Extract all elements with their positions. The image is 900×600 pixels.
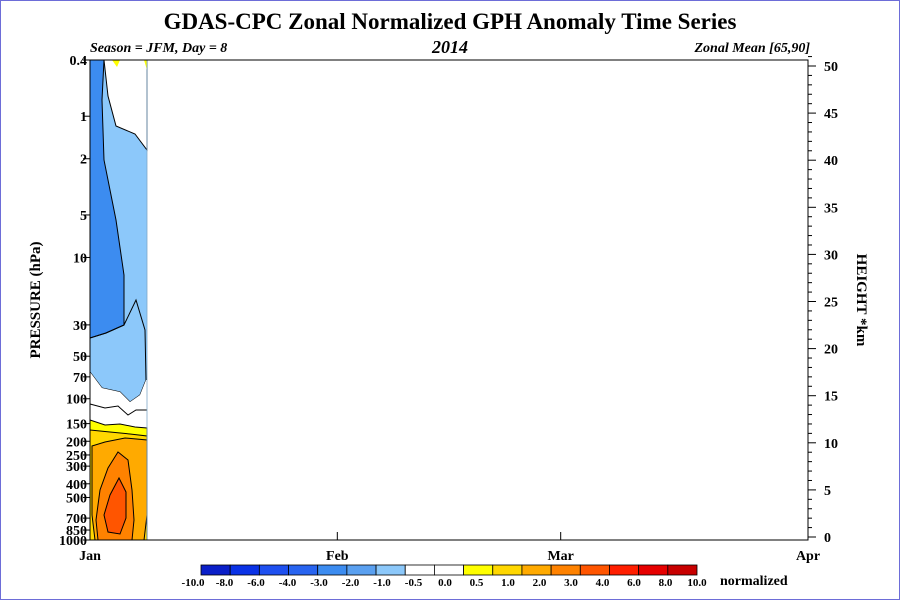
colorbar-swatch (229, 564, 260, 576)
pressure-tick-label: 0.4 (70, 54, 88, 69)
pressure-tick-label: 150 (66, 418, 87, 433)
colorbar-label: 0.0 (438, 577, 452, 589)
height-tick-label: 5 (824, 484, 831, 499)
height-tick-label: 50 (824, 60, 838, 75)
y-axis-label-left: PRESSURE (hPa) (28, 241, 44, 358)
month-tick-label: Feb (326, 549, 349, 564)
pressure-tick-label: 250 (66, 449, 87, 464)
colorbar-swatch (258, 564, 289, 576)
colorbar-swatch (434, 564, 464, 576)
pressure-tick-label: 400 (66, 478, 87, 493)
colorbar-label: -0.5 (405, 577, 423, 589)
month-tick-label: Mar (547, 549, 573, 564)
colorbar-swatch (200, 564, 231, 576)
plot-area (89, 59, 809, 541)
colorbar-swatch (638, 564, 669, 576)
pressure-tick-label: 2 (80, 153, 87, 168)
colorbar-label: 10.0 (687, 577, 707, 589)
colorbar: -10.0 -8.0 -6.0 -4.0 -3.0 -2.0 -1.0 -0.5 0.0 0.5 1… (182, 564, 707, 589)
chart-title: GDAS-CPC Zonal Normalized GPH Anomaly Ti… (164, 9, 737, 34)
pressure-tick-label: 500 (66, 491, 87, 506)
pressure-tick-label: 100 (66, 393, 87, 408)
month-tick-label: Jan (79, 549, 101, 564)
height-tick-label: 25 (824, 296, 838, 311)
colorbar-swatch (579, 564, 610, 576)
height-tick-label: 20 (824, 343, 838, 358)
subtitle-right: Zonal Mean [65,90] (694, 41, 811, 56)
anomaly-field (89, 59, 148, 541)
colorbar-label: 8.0 (659, 577, 673, 589)
colorbar-label: 4.0 (596, 577, 610, 589)
colorbar-label: 3.0 (564, 577, 578, 589)
subtitle-left: Season = JFM, Day = 8 (90, 41, 227, 56)
height-tick-label: 40 (824, 154, 838, 169)
pressure-tick-label: 1 (80, 110, 87, 125)
height-tick-label: 45 (824, 107, 838, 122)
height-axis: 0 5 10 15 20 25 30 35 40 45 50 (808, 56, 838, 546)
colorbar-swatch (463, 564, 494, 576)
height-tick-label: 0 (824, 531, 831, 546)
pressure-tick-label: 1000 (59, 534, 87, 549)
colorbar-label: 6.0 (627, 577, 641, 589)
colorbar-label: 2.0 (533, 577, 547, 589)
pressure-tick-label: 850 (66, 524, 87, 539)
colorbar-swatch (492, 564, 523, 576)
pressure-tick-label: 50 (73, 350, 87, 365)
pressure-tick-label: 5 (80, 209, 87, 224)
colorbar-label: -1.0 (373, 577, 391, 589)
colorbar-label: -6.0 (247, 577, 265, 589)
colorbar-label: -2.0 (342, 577, 360, 589)
colorbar-swatch (375, 564, 406, 576)
pressure-tick-label: 200 (66, 435, 87, 450)
colorbar-label: 1.0 (501, 577, 515, 589)
height-tick-label: 35 (824, 201, 838, 216)
contour-zero (89, 403, 147, 416)
month-tick-label: Apr (796, 549, 820, 564)
colorbar-swatch (404, 564, 435, 576)
colorbar-unit: normalized (720, 574, 788, 589)
colorbar-label: -3.0 (310, 577, 328, 589)
subtitle-year: 2014 (431, 37, 468, 57)
colorbar-swatch (346, 564, 377, 576)
band-plus-4.0 (103, 476, 127, 535)
time-axis: Jan Feb Mar Apr (79, 532, 820, 564)
colorbar-label: -8.0 (216, 577, 234, 589)
band-plus-0.5-top (112, 60, 120, 67)
colorbar-swatch (521, 564, 552, 576)
pressure-tick-label: 70 (73, 371, 87, 386)
pressure-tick-label: 30 (73, 319, 87, 334)
colorbar-swatch (667, 564, 698, 576)
colorbar-swatch (609, 564, 640, 576)
pressure-tick-label: 300 (66, 460, 87, 475)
colorbar-swatch (317, 564, 348, 576)
pressure-tick-label: 10 (73, 251, 87, 266)
pressure-tick-label: 700 (66, 512, 87, 527)
height-tick-label: 10 (824, 437, 838, 452)
height-tick-label: 15 (824, 390, 838, 405)
height-tick-label: 30 (824, 248, 838, 263)
colorbar-swatch (288, 564, 319, 576)
band-zero-mid (90, 372, 147, 412)
y-axis-label-right: HEIGHT *km (853, 254, 869, 347)
band-zero-mid-2 (90, 404, 147, 422)
colorbar-label: -10.0 (182, 577, 205, 589)
band-plus-0.5-top-right (144, 60, 147, 70)
colorbar-swatch (550, 564, 581, 576)
colorbar-label: -4.0 (279, 577, 297, 589)
colorbar-label: 0.5 (470, 577, 484, 589)
